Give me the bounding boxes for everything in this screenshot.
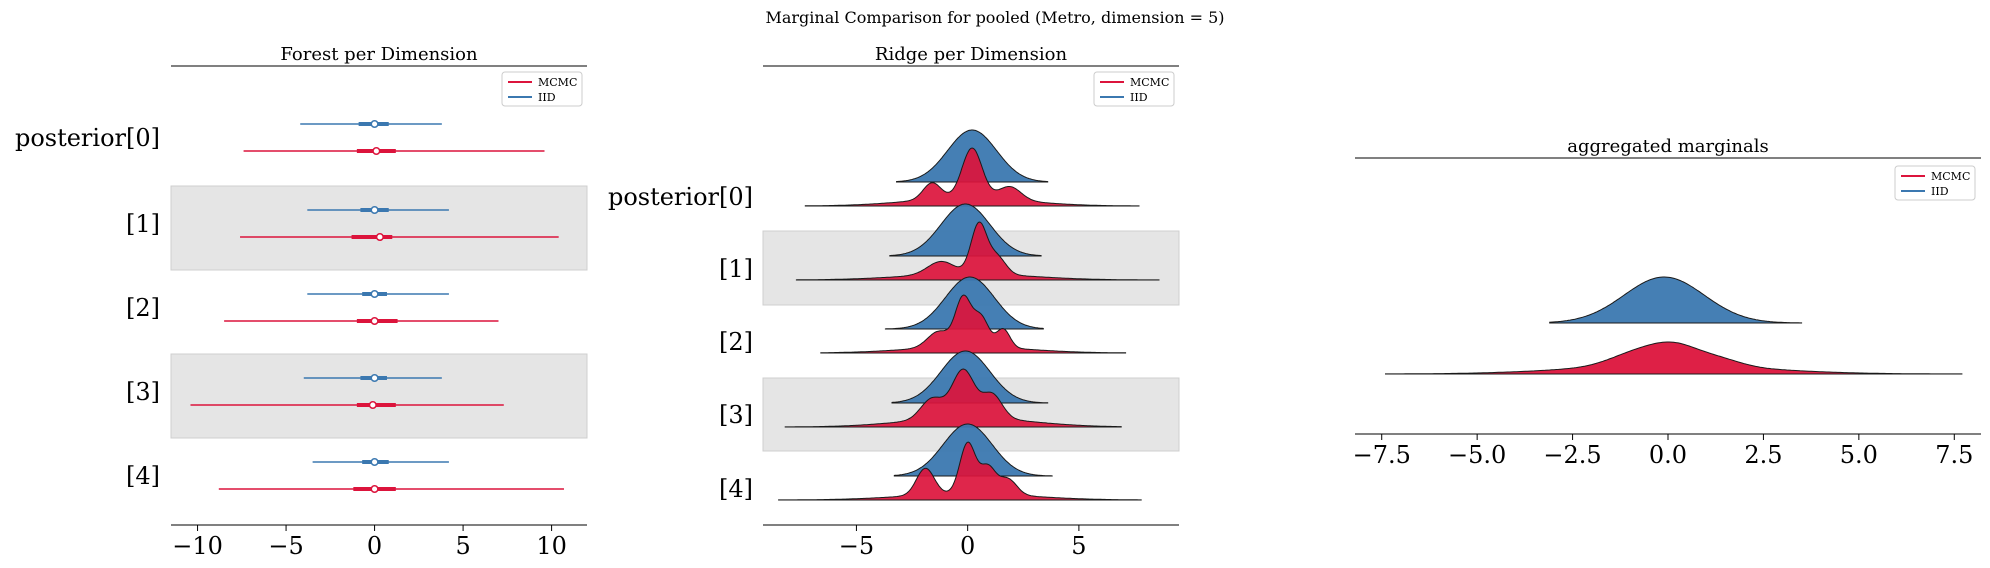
forest-row-label: [4] (126, 462, 160, 490)
ridge-legend-label-mcmc: MCMC (1130, 76, 1169, 89)
forest-row-label: [1] (126, 210, 160, 238)
ridge-mcmc-density (820, 294, 1127, 354)
forest-mcmc-median-point (368, 400, 377, 410)
forest-iid-median-point (370, 457, 379, 467)
ridge-mcmc-density (804, 147, 1140, 207)
forest-x-tick-label: 0 (367, 532, 382, 560)
ridge-iid-density (889, 203, 1042, 257)
forest-x-tick-label: −5 (268, 532, 303, 560)
forest-row-label: [3] (126, 378, 160, 406)
ridge-panel: Ridge per Dimension posterior[0] [1] [2] [3]… (608, 44, 1180, 560)
forest-iid-median-point (370, 205, 379, 215)
forest-x-tick-label: 5 (455, 532, 470, 560)
forest-legend-label-mcmc: MCMC (538, 76, 577, 89)
ridge-row-label: [2] (719, 328, 753, 356)
ridge-mcmc-density (778, 441, 1142, 501)
ridge-legend-label-iid: IID (1130, 91, 1148, 104)
ridge-x-tick-label: 5 (1071, 532, 1086, 560)
ridge-row-label: [1] (719, 255, 753, 283)
agg-legend-label-mcmc: MCMC (1931, 170, 1970, 183)
ridge-mcmc-density (784, 368, 1122, 428)
ridge-row-label: [4] (719, 475, 753, 503)
forest-iid-median-point (370, 119, 379, 129)
figure-title: Marginal Comparison for pooled (Metro, d… (765, 8, 1225, 27)
ridge-title: Ridge per Dimension (875, 44, 1068, 65)
forest-mcmc-median-point (370, 316, 379, 326)
agg-x-tick-label: −5.0 (1448, 441, 1506, 469)
forest-row-band (170, 353, 588, 439)
agg-x-tick-label: −2.5 (1543, 441, 1601, 469)
agg-x-tick-label: 5.0 (1840, 441, 1878, 469)
agg-x-tick-label: 2.5 (1744, 441, 1782, 469)
ridge-mcmc-density (795, 221, 1160, 281)
forest-panel: Forest per Dimension posterior[0] [1] [2] [3… (15, 44, 588, 560)
forest-iid-median-point (370, 373, 379, 383)
forest-mcmc-median-point (375, 232, 384, 242)
agg-iid-density (1549, 276, 1803, 324)
agg-x-tick-label: 0.0 (1649, 441, 1687, 469)
forest-iid-median-point (370, 289, 379, 299)
forest-legend-label-iid: IID (538, 91, 556, 104)
forest-row-band (170, 185, 588, 271)
agg-legend-label-iid: IID (1931, 185, 1949, 198)
forest-x-tick-label: −10 (172, 532, 223, 560)
aggregated-panel: aggregated marginals MCMC IID −7.5 −5.0 −2.5 0… (1353, 136, 1981, 469)
ridge-row-label: [3] (719, 401, 753, 429)
agg-x-tick-label: −7.5 (1353, 441, 1411, 469)
forest-mcmc-median-point (372, 146, 381, 156)
agg-title: aggregated marginals (1567, 136, 1768, 157)
ridge-row-label: posterior[0] (608, 183, 753, 211)
forest-mcmc-median-point (370, 484, 379, 494)
forest-row-label: [2] (126, 294, 160, 322)
forest-row-label: posterior[0] (15, 124, 160, 152)
forest-title: Forest per Dimension (280, 44, 478, 65)
ridge-x-tick-label: 0 (960, 532, 975, 560)
agg-mcmc-density (1385, 341, 1963, 375)
agg-x-tick-label: 7.5 (1935, 441, 1973, 469)
forest-x-tick-label: 10 (536, 532, 567, 560)
ridge-x-tick-label: −5 (839, 532, 874, 560)
